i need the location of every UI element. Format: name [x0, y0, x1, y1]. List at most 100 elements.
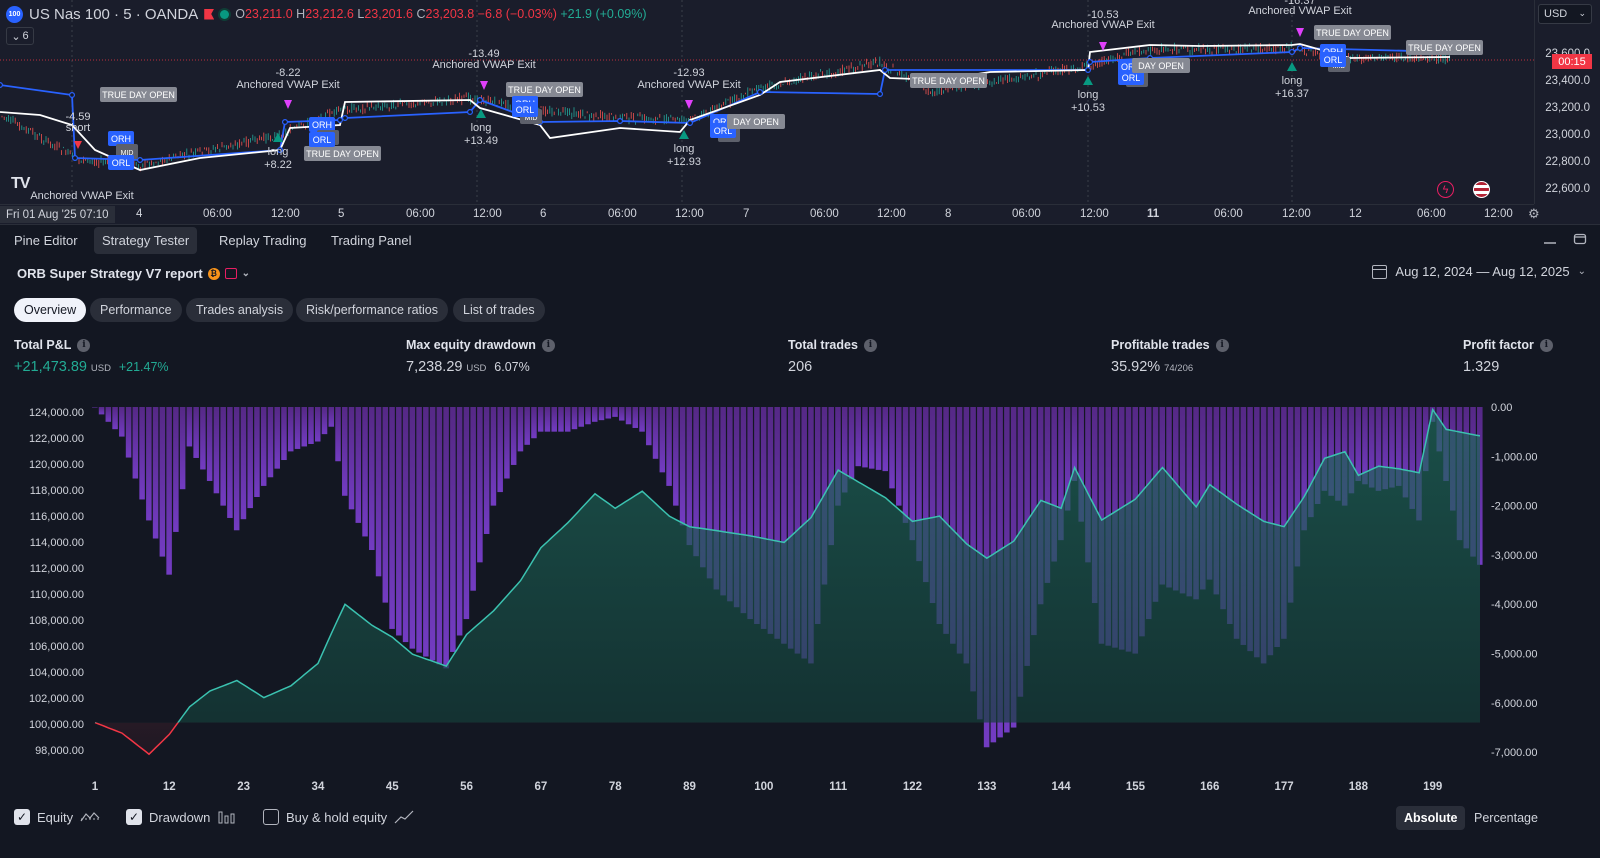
drawdown-bar — [916, 407, 922, 562]
symbol-logo-icon: 100 — [6, 5, 23, 23]
info-icon[interactable]: i — [1539, 338, 1553, 352]
tab-strategy-tester[interactable]: Strategy Tester — [94, 227, 198, 254]
info-icon[interactable]: i — [1215, 338, 1229, 352]
drawdown-bar — [1085, 407, 1091, 563]
checkbox-unchecked-icon[interactable] — [263, 809, 279, 825]
drawdown-bar — [1071, 407, 1078, 481]
equity-toggle[interactable]: ✓ Equity — [14, 809, 100, 825]
indicators-collapse-button[interactable]: ⌄ 6 — [6, 27, 34, 45]
metric-value: +21,473.89 USD +21.47% — [14, 358, 169, 375]
open-label: O — [235, 7, 245, 21]
lightning-icon[interactable]: ϟ — [1437, 181, 1454, 198]
drawdown-bar — [1314, 407, 1321, 504]
price-axis-tick: 23,400.0 — [1545, 75, 1590, 87]
vwap-exit-label: Anchored VWAP Exit — [236, 79, 339, 91]
drawdown-bar — [321, 407, 328, 435]
trade-axis-tick: 1 — [92, 781, 99, 793]
trade-pnl-label: +8.22 — [264, 159, 292, 171]
checkbox-checked-icon[interactable]: ✓ — [14, 809, 30, 825]
time-axis-tick: 5 — [338, 208, 345, 220]
drawdown-bar — [416, 407, 422, 653]
info-icon[interactable]: i — [77, 338, 91, 352]
drawdown-bar — [470, 407, 476, 591]
annotation-text: TRUE DAY OPEN — [508, 85, 581, 95]
drawdown-bar — [1362, 407, 1368, 485]
drawdown-bar — [233, 407, 240, 531]
drawdown-bar — [767, 407, 774, 634]
drawdown-bar — [943, 407, 949, 634]
drawdown-bar — [598, 407, 605, 421]
trade-axis-tick: 67 — [535, 781, 548, 793]
drawdown-toggle[interactable]: ✓ Drawdown — [126, 809, 237, 825]
drawdown-bar — [713, 407, 720, 590]
drawdown-bar — [1355, 407, 1361, 481]
drawdown-bar — [862, 407, 868, 468]
price-chart-canvas[interactable]: TRUE DAY OPEN TRUE DAY OPEN TRUE DAY OPEN T… — [0, 0, 1534, 204]
checkbox-checked-icon[interactable]: ✓ — [126, 809, 142, 825]
drawdown-bar — [531, 407, 537, 439]
orl-label: ORL — [1320, 52, 1346, 67]
time-axis[interactable]: Fri 01 Aug '25 07:10 4 06:00 12:00 5 06:00 12… — [0, 204, 1534, 224]
tab-trading-panel[interactable]: Trading Panel — [331, 233, 412, 248]
time-axis-tick: 06:00 — [1012, 208, 1041, 220]
equity-axis-tick: 116,000.00 — [30, 511, 84, 523]
report-title[interactable]: ORB Super Strategy V7 report ₿ ⌄ — [17, 266, 250, 281]
tradingview-logo-icon[interactable]: TV — [11, 175, 30, 192]
price-axis-tick: 23,000.0 — [1545, 129, 1590, 141]
metric-label: Profitable trades i — [1111, 338, 1229, 352]
drawdown-bar — [240, 407, 247, 520]
tab-replay-trading[interactable]: Replay Trading — [219, 233, 307, 248]
drawdown-axis-tick: -2,000.00 — [1491, 501, 1537, 513]
maximize-panel-icon[interactable] — [1573, 232, 1587, 246]
date-range-selector[interactable]: Aug 12, 2024 — Aug 12, 2025 ⌄ — [1372, 264, 1586, 279]
tab-performance[interactable]: Performance — [90, 298, 182, 322]
drawdown-bar — [105, 407, 112, 422]
currency-selector[interactable]: USD ⌄ — [1538, 4, 1592, 24]
long-label: long — [674, 143, 695, 155]
tab-risk-performance-ratios[interactable]: Risk/performance ratios — [296, 298, 448, 322]
vwap-point — [0, 82, 3, 88]
drawdown-bar — [490, 407, 497, 506]
equity-axis-tick: 122,000.00 — [29, 433, 84, 445]
percentage-mode-button[interactable]: Percentage — [1474, 811, 1538, 825]
trade-axis-tick: 56 — [460, 781, 473, 793]
trade-pnl-label: +10.53 — [1071, 102, 1105, 114]
drawdown-bar — [166, 407, 172, 575]
annotation-text: ORL — [313, 135, 332, 145]
trade-axis-tick: 34 — [312, 781, 325, 793]
equity-drawdown-chart[interactable]: 124,000.00 122,000.00 120,000.00 118,000.00… — [0, 395, 1600, 800]
long-entry-marker-icon — [679, 130, 689, 139]
drawdown-bar — [206, 407, 213, 481]
drawdown-axis-tick: 0.00 — [1491, 402, 1512, 414]
tab-list-of-trades[interactable]: List of trades — [453, 298, 545, 322]
info-icon[interactable]: i — [541, 338, 555, 352]
buy-hold-toggle[interactable]: Buy & hold equity — [263, 809, 414, 825]
time-axis-tick: 12:00 — [675, 208, 704, 220]
minimize-panel-icon[interactable] — [1543, 232, 1557, 246]
time-axis-tick: 06:00 — [608, 208, 637, 220]
annotation-box — [1132, 58, 1190, 73]
gear-icon[interactable]: ⚙ — [1528, 206, 1540, 221]
flag-icon[interactable] — [204, 8, 215, 20]
annotation-text: DAY OPEN — [1138, 61, 1184, 71]
time-axis-tick: 12:00 — [271, 208, 300, 220]
info-icon[interactable]: i — [863, 338, 877, 352]
vwap-point — [756, 88, 763, 95]
symbol-name[interactable]: US Nas 100 · 5 · OANDA — [29, 5, 199, 23]
tab-pine-editor[interactable]: Pine Editor — [14, 233, 78, 248]
price-chart-pane[interactable]: TRUE DAY OPEN TRUE DAY OPEN TRUE DAY OPEN T… — [0, 0, 1600, 224]
us-flag-icon[interactable] — [1473, 181, 1490, 198]
metric-label: Max equity drawdown i — [406, 338, 555, 352]
drawdown-bar — [564, 407, 571, 432]
market-status-icon[interactable] — [220, 9, 230, 19]
high-value: 23,212.6 — [305, 7, 354, 21]
vwap-exit-label: Anchored VWAP Exit — [1051, 19, 1154, 31]
drawdown-bar — [524, 407, 530, 445]
vwap-point — [342, 114, 349, 121]
price-axis[interactable]: 23,600.023,400.023,200.023,000.022,800.0… — [1534, 0, 1600, 204]
tab-overview[interactable]: Overview — [14, 298, 87, 322]
time-axis-tick: 06:00 — [203, 208, 232, 220]
time-axis-tick: 06:00 — [810, 208, 839, 220]
tab-trades-analysis[interactable]: Trades analysis — [186, 298, 294, 322]
absolute-mode-button[interactable]: Absolute — [1396, 806, 1466, 830]
